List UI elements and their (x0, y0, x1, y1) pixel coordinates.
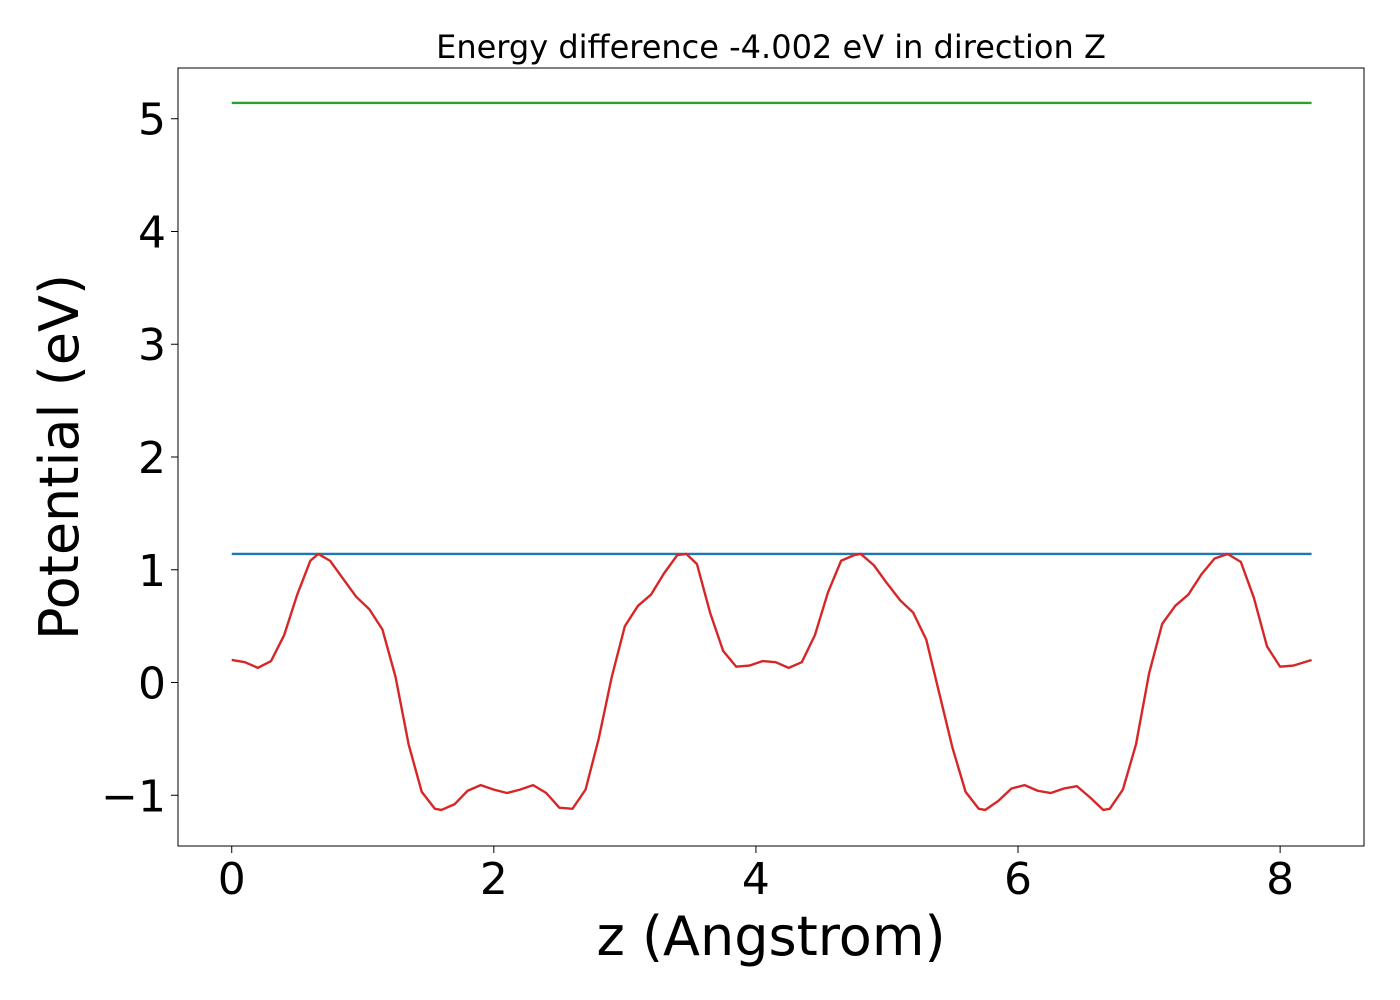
y-tick-label: 2 (138, 433, 166, 484)
x-tick-label: 4 (742, 854, 770, 905)
y-tick-label: −1 (101, 771, 166, 822)
y-tick-label: 0 (138, 659, 166, 710)
x-tick-label: 0 (218, 854, 246, 905)
y-tick-label: 3 (138, 320, 166, 371)
y-tick-label: 1 (138, 546, 166, 597)
series-line-3 (231, 552, 1312, 812)
x-tick-label: 8 (1266, 854, 1294, 905)
plot-background (178, 68, 1364, 846)
y-axis: −1 0 1 2 3 4 5 (101, 95, 178, 822)
x-tick-label: 6 (1004, 854, 1032, 905)
x-axis-label: z (Angstrom) (596, 905, 945, 968)
chart-title: Energy difference -4.002 eV in direction… (436, 28, 1106, 66)
y-axis-label: Potential (eV) (28, 274, 91, 640)
y-tick-label: 5 (138, 95, 166, 146)
series-layer (231, 101, 1312, 812)
x-axis: 0 2 4 6 8 (218, 846, 1294, 905)
x-tick-label: 2 (480, 854, 508, 905)
y-tick-label: 4 (138, 207, 166, 258)
